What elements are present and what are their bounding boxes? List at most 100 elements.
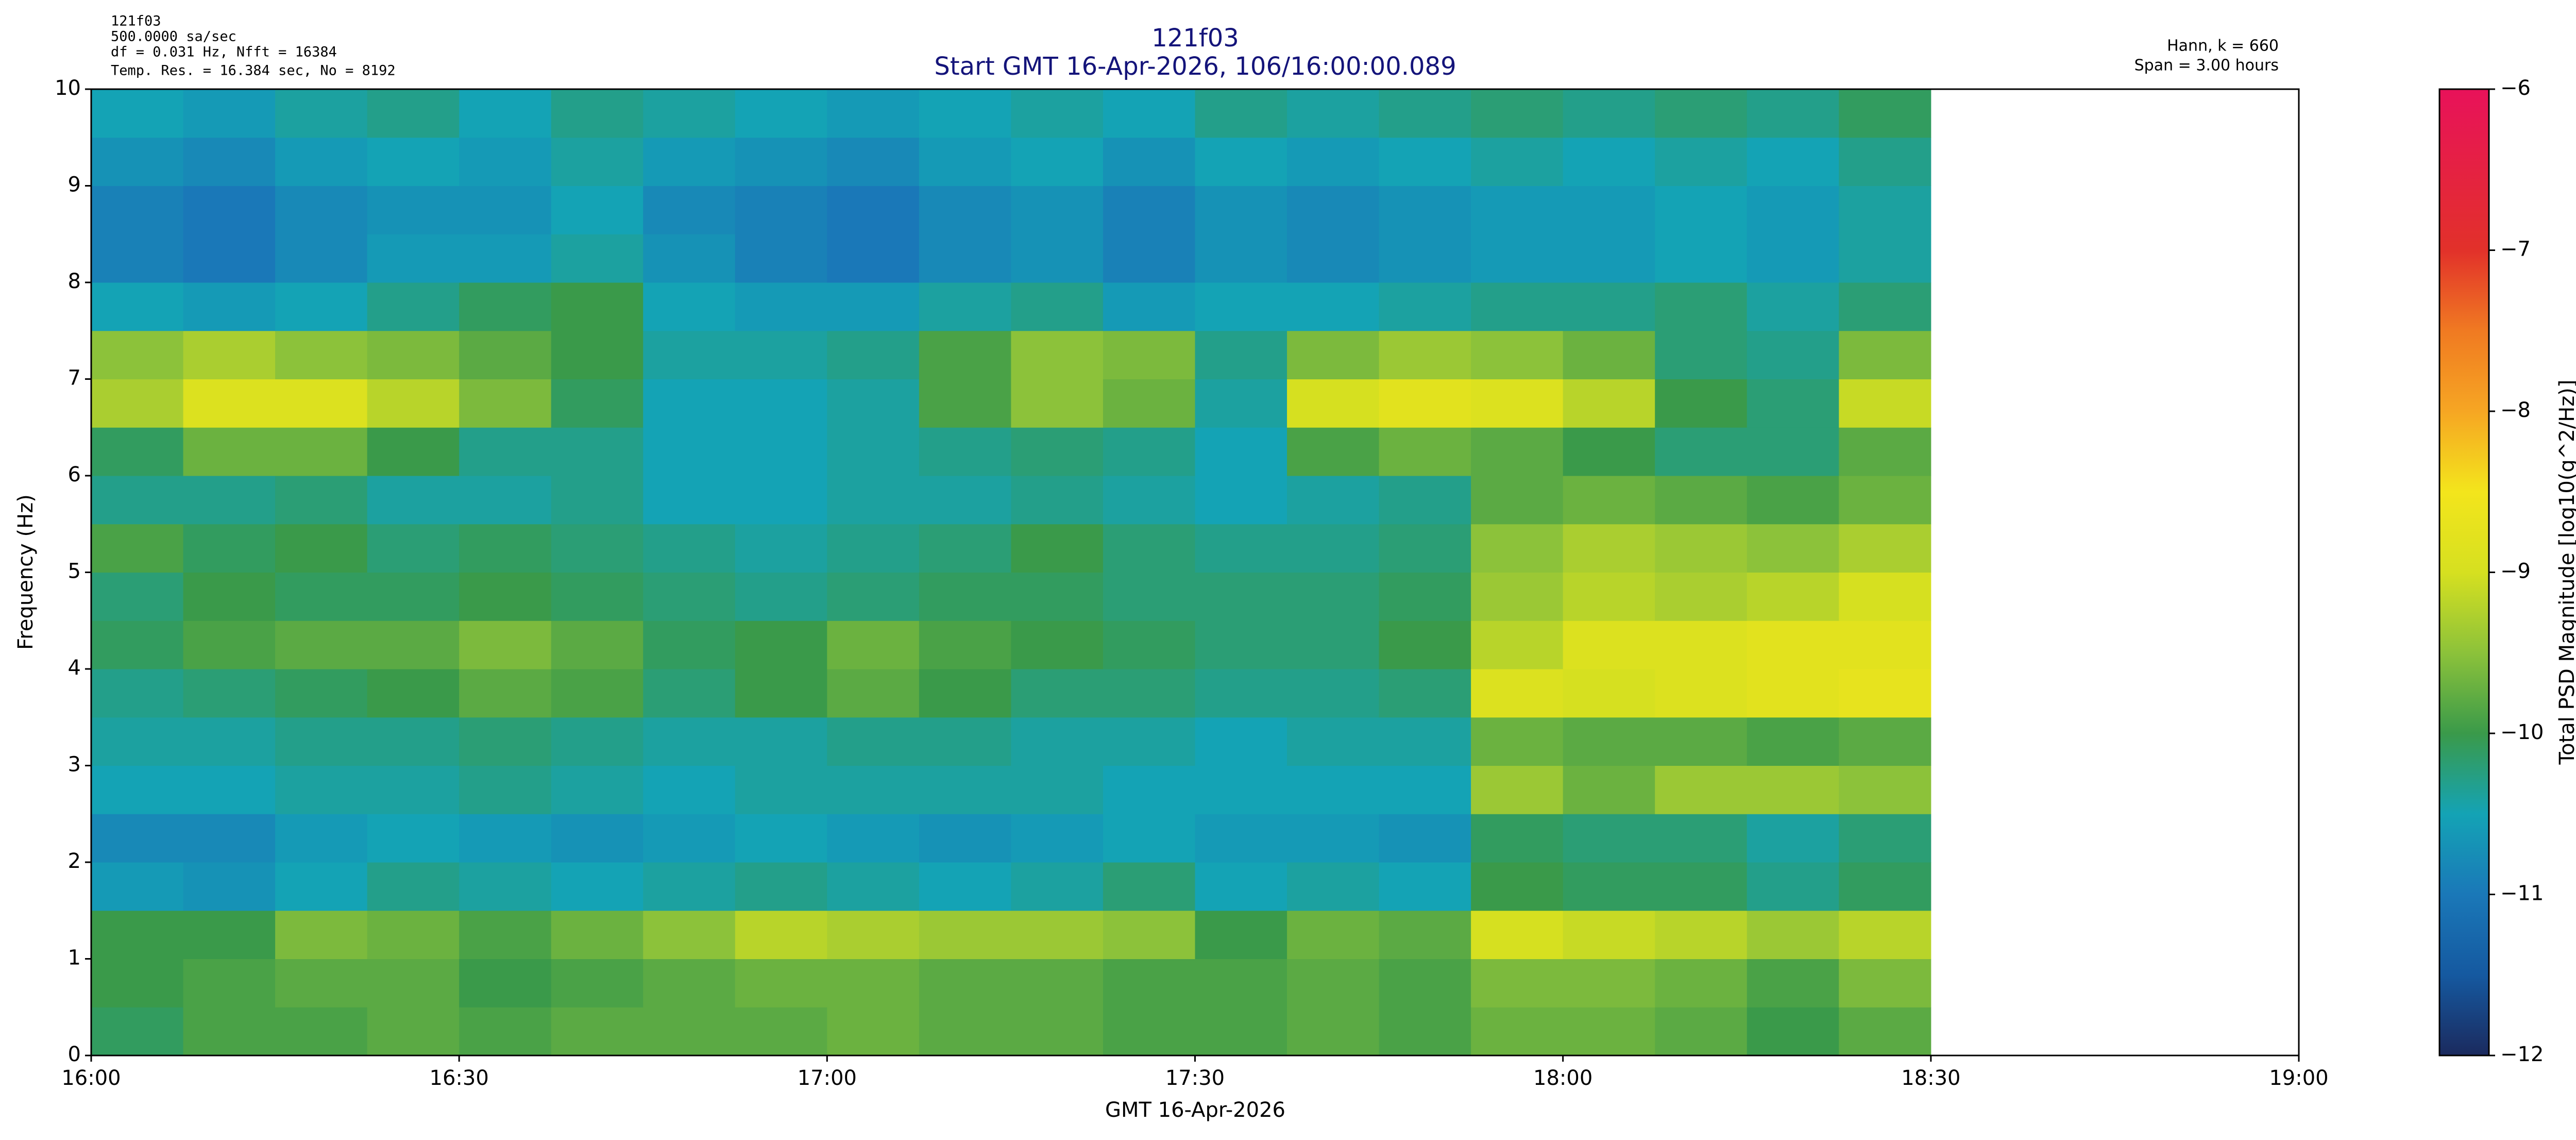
colorbar-tick-label: −10 xyxy=(2500,720,2544,744)
cell xyxy=(183,959,276,1008)
cell xyxy=(275,234,368,283)
cell xyxy=(1471,89,1564,138)
cell xyxy=(459,186,552,234)
cell xyxy=(367,621,460,669)
y-tick-label: 6 xyxy=(68,463,81,487)
cell xyxy=(827,959,920,1008)
cell xyxy=(459,427,552,476)
cell xyxy=(1103,621,1195,669)
cell xyxy=(367,524,460,573)
cell xyxy=(1655,379,1748,428)
y-axis-label: Frequency (Hz) xyxy=(14,494,38,650)
cell xyxy=(551,814,643,863)
cell xyxy=(1287,621,1380,669)
cell xyxy=(1471,959,1564,1008)
cell xyxy=(1471,1007,1564,1056)
cell xyxy=(1563,959,1655,1008)
cell xyxy=(1379,572,1471,621)
cell xyxy=(919,669,1011,718)
cell xyxy=(275,137,368,186)
cell xyxy=(1011,717,1104,766)
cell xyxy=(367,282,460,331)
cell xyxy=(551,427,643,476)
cell xyxy=(1195,379,1287,428)
cell xyxy=(1379,814,1471,863)
cell xyxy=(459,379,552,428)
colorbar-tick-label: −6 xyxy=(2500,76,2531,100)
cell xyxy=(1655,234,1748,283)
cell xyxy=(183,910,276,959)
cell xyxy=(183,234,276,283)
cell xyxy=(735,862,827,911)
cell xyxy=(643,814,736,863)
cell xyxy=(1011,330,1104,379)
colorbar-tick-label: −11 xyxy=(2500,882,2544,906)
cell xyxy=(1103,814,1195,863)
cell xyxy=(1563,379,1655,428)
cell xyxy=(1011,89,1104,138)
cell xyxy=(735,717,827,766)
cell xyxy=(735,137,827,186)
cell xyxy=(1011,1007,1104,1056)
cell xyxy=(1195,910,1287,959)
y-tick-label: 4 xyxy=(68,656,81,680)
cell xyxy=(827,89,920,138)
cell xyxy=(827,669,920,718)
cell xyxy=(643,476,736,525)
cell xyxy=(1195,89,1287,138)
colorbar-tick-label: −9 xyxy=(2500,560,2531,583)
cell xyxy=(183,669,276,718)
cell xyxy=(367,234,460,283)
cell xyxy=(919,427,1011,476)
cell xyxy=(1839,137,1931,186)
cell xyxy=(643,765,736,814)
cell xyxy=(1747,427,1839,476)
cell xyxy=(919,1007,1011,1056)
cell xyxy=(1379,910,1471,959)
cell xyxy=(827,862,920,911)
cell xyxy=(1655,330,1748,379)
x-axis-label: GMT 16-Apr-2026 xyxy=(1105,1098,1285,1122)
cell xyxy=(1563,89,1655,138)
cell xyxy=(1011,137,1104,186)
cell xyxy=(643,524,736,573)
cell xyxy=(1287,572,1380,621)
cell xyxy=(1839,572,1931,621)
cell xyxy=(551,862,643,911)
cell xyxy=(1287,89,1380,138)
cell xyxy=(735,959,827,1008)
cell xyxy=(1195,427,1287,476)
cell xyxy=(1563,717,1655,766)
cell xyxy=(367,427,460,476)
cell xyxy=(1747,572,1839,621)
x-tick-label: 17:30 xyxy=(1165,1066,1225,1090)
cell xyxy=(1563,765,1655,814)
cell xyxy=(1563,621,1655,669)
cell xyxy=(919,330,1011,379)
cell xyxy=(1655,427,1748,476)
cell xyxy=(1103,524,1195,573)
cell xyxy=(1563,524,1655,573)
cell xyxy=(1747,89,1839,138)
cell xyxy=(275,186,368,234)
cell xyxy=(459,89,552,138)
cell xyxy=(551,89,643,138)
cell xyxy=(643,137,736,186)
cell xyxy=(367,379,460,428)
cell xyxy=(91,910,184,959)
cell xyxy=(367,910,460,959)
x-tick-label: 16:30 xyxy=(430,1066,489,1090)
cell xyxy=(275,910,368,959)
cell xyxy=(551,669,643,718)
cell xyxy=(643,1007,736,1056)
cell xyxy=(1011,765,1104,814)
cell xyxy=(91,524,184,573)
cell xyxy=(459,862,552,911)
cell xyxy=(1839,282,1931,331)
cell xyxy=(1195,669,1287,718)
cell xyxy=(1379,89,1471,138)
cell xyxy=(827,186,920,234)
cell xyxy=(1011,234,1104,283)
cell xyxy=(1839,330,1931,379)
